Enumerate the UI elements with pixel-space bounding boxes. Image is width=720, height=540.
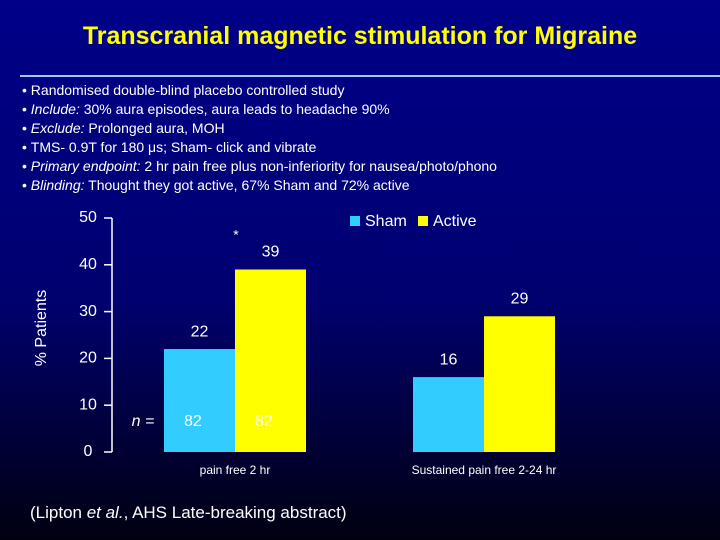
data-label: 22 [191, 323, 209, 340]
sample-size-label: n = [132, 413, 155, 430]
bullet-text: 2 hr pain free plus non-inferiority for … [140, 158, 497, 174]
sample-size: 82 [255, 413, 273, 430]
x-tick-label: Sustained pain free 2-24 hr [412, 463, 557, 477]
sample-size: 82 [184, 413, 202, 430]
data-label: 29 [511, 290, 529, 307]
citation: (Lipton et al., AHS Late-breaking abstra… [30, 503, 347, 523]
bullet: Primary endpoint: 2 hr pain free plus no… [22, 157, 497, 176]
bullet: Blinding: Thought they got active, 67% S… [22, 176, 497, 195]
bullet-text: Prolonged aura, MOH [84, 120, 225, 136]
x-tick-label: pain free 2 hr [200, 463, 271, 477]
data-label: 39 [262, 244, 280, 261]
bullet: Randomised double-blind placebo controll… [22, 81, 497, 100]
bar [413, 377, 484, 452]
bullet-text: TMS- 0.9T for 180 μs; Sham- click and vi… [30, 139, 317, 155]
bar [484, 316, 555, 452]
y-tick-label: 40 [79, 256, 97, 273]
chart: 0 10 20 30 40 50 % Patients pain free 2 hr 22 39 S… [33, 209, 557, 477]
citation-italic: et al. [86, 503, 124, 522]
bullet-lead: Include: [30, 101, 80, 117]
bullet-list: Randomised double-blind placebo controll… [22, 81, 497, 195]
citation-text: , AHS Late-breaking abstract) [123, 503, 347, 522]
bullet-text: Randomised double-blind placebo controll… [30, 82, 345, 98]
bar [235, 269, 306, 452]
data-label: 16 [440, 351, 458, 368]
bullet-text: Thought they got active, 67% Sham and 72… [84, 177, 410, 193]
bullet-lead: Primary endpoint: [30, 158, 141, 174]
y-tick-label: 30 [79, 303, 97, 320]
legend-label: Sham [365, 213, 407, 230]
bullet-text: 30% aura episodes, aura leads to headach… [79, 101, 390, 117]
bar [164, 349, 235, 452]
y-tick-label: 0 [84, 443, 93, 460]
legend-swatch [418, 216, 428, 226]
slide-title: Transcranial magnetic stimulation for Mi… [82, 22, 638, 50]
y-tick-label: 20 [79, 350, 97, 367]
y-axis-label: % Patients [33, 290, 50, 366]
legend-label: Active [433, 213, 477, 230]
annotation: * [233, 227, 239, 243]
title-rule [20, 75, 720, 77]
citation-text: (Lipton [30, 503, 87, 522]
y-tick-label: 10 [79, 396, 97, 413]
bullet: Include: 30% aura episodes, aura leads t… [22, 100, 497, 119]
bullet: TMS- 0.9T for 180 μs; Sham- click and vi… [22, 138, 497, 157]
legend-swatch [350, 216, 360, 226]
bullet-lead: Exclude: [30, 120, 85, 136]
bullet-lead: Blinding: [30, 177, 85, 193]
y-tick-label: 50 [79, 209, 97, 226]
bullet: Exclude: Prolonged aura, MOH [22, 119, 497, 138]
